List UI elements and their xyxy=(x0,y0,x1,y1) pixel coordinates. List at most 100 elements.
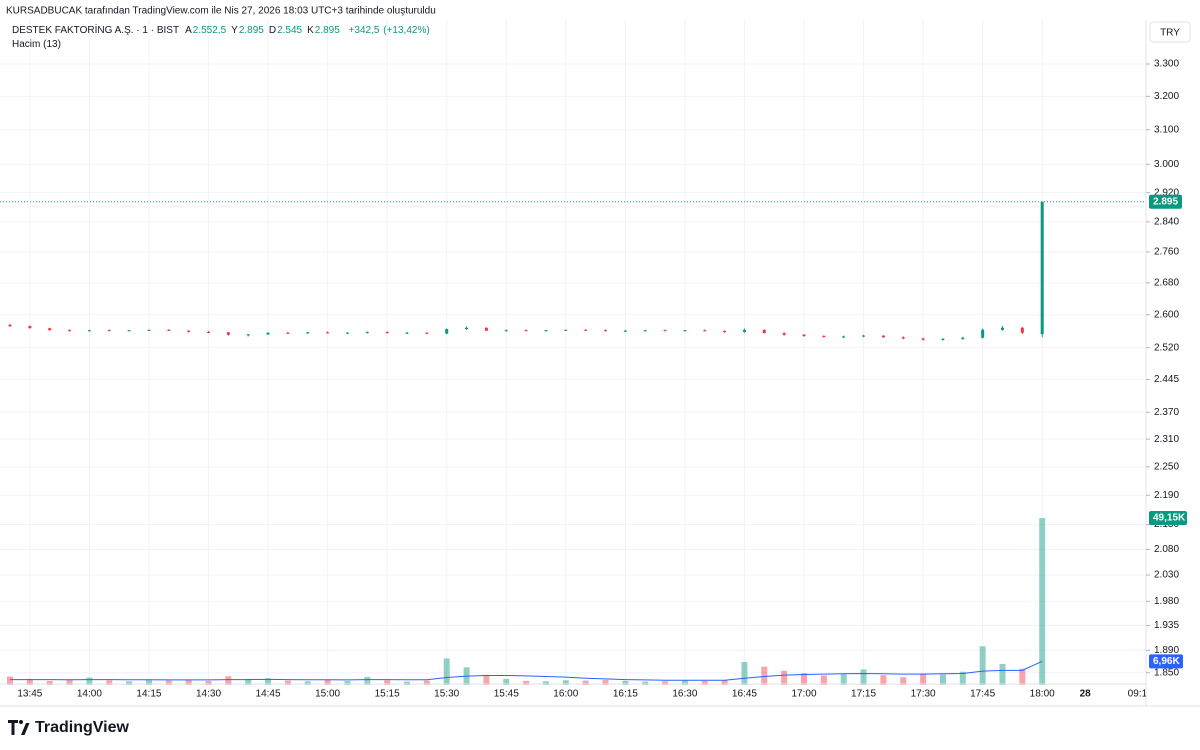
brand: TradingView xyxy=(35,719,130,736)
volume-bar xyxy=(562,680,569,685)
volume-bar xyxy=(523,680,530,685)
ohlc-key: Y xyxy=(231,25,238,36)
y-tick-label: 3.100 xyxy=(1154,124,1179,135)
candle-body xyxy=(782,333,786,335)
x-tick-label: 17:45 xyxy=(970,689,995,700)
candle-body xyxy=(266,332,270,335)
candle-body xyxy=(207,331,210,333)
x-tick-label: 16:00 xyxy=(553,689,578,700)
candle-body xyxy=(484,327,488,331)
y-tick-label: 2.680 xyxy=(1154,278,1179,289)
candle-body xyxy=(405,332,409,334)
ohlc-key: K xyxy=(307,25,314,36)
y-tick-label: 1.980 xyxy=(1154,596,1179,607)
x-tick-label: 16:15 xyxy=(613,689,638,700)
y-tick-label: 1.935 xyxy=(1154,620,1179,631)
candle-body xyxy=(147,329,151,331)
x-tick-label: 14:45 xyxy=(256,689,281,700)
candle-body xyxy=(604,330,607,332)
candle-body xyxy=(762,329,766,334)
last-price-label: 2.895 xyxy=(1153,196,1178,207)
candle-body xyxy=(802,334,806,337)
volume-bar xyxy=(284,680,291,685)
candle-body xyxy=(842,336,846,338)
x-tick-label: 18:00 xyxy=(1030,689,1055,700)
volume-bar xyxy=(721,679,728,685)
last-price-box xyxy=(1149,194,1182,209)
candle-body xyxy=(941,338,945,340)
x-tick-label: 15:00 xyxy=(315,689,340,700)
volume-bar xyxy=(1039,518,1046,685)
price-pane xyxy=(0,201,1146,341)
candle-body xyxy=(187,330,191,332)
legend: DESTEK FAKTORİNG A.Ş. · 1 · BIST A2.552,… xyxy=(12,25,431,50)
volume-bar xyxy=(979,646,986,685)
candle-body xyxy=(226,332,230,335)
x-tick-label: 28 xyxy=(1080,689,1092,700)
y-tick-label: 1.850 xyxy=(1154,667,1179,678)
volume-bar xyxy=(384,680,391,685)
ohlc-value: 2.545 xyxy=(277,25,303,36)
x-tick-label: 17:30 xyxy=(911,689,936,700)
currency[interactable]: TRY xyxy=(1160,28,1180,39)
x-tick-label: 15:15 xyxy=(375,689,400,700)
candle-body xyxy=(683,330,687,332)
change: +342,5 xyxy=(348,25,380,36)
x-tick-label: 14:00 xyxy=(77,689,102,700)
ohlc-value: 2.895 xyxy=(238,25,264,36)
candle-body xyxy=(365,331,369,333)
candle-body xyxy=(1020,327,1024,333)
symbol: DESTEK FAKTORİNG A.Ş. · 1 · BIST xyxy=(12,25,180,36)
candle-body xyxy=(326,332,330,334)
candle-body xyxy=(862,335,866,337)
volume-name: Hacim (13) xyxy=(12,39,61,50)
volume-bar xyxy=(86,677,93,685)
candle-body xyxy=(901,337,905,339)
y-tick-label: 2.030 xyxy=(1154,570,1179,581)
volume-bar xyxy=(860,669,867,685)
x-tick-label: 15:45 xyxy=(494,689,519,700)
volume-bar xyxy=(26,678,33,685)
volume-bar xyxy=(205,680,212,685)
candle-body xyxy=(822,336,826,338)
y-tick-label: 2.920 xyxy=(1154,187,1179,198)
y-tick-label: 2.600 xyxy=(1154,309,1179,320)
volume-bar xyxy=(840,674,847,685)
y-tick-label: 2.190 xyxy=(1154,490,1179,501)
candle-body xyxy=(564,329,568,331)
x-tick-label: 16:45 xyxy=(732,689,757,700)
ohlc-value: 2.895 xyxy=(314,25,340,36)
volume-bar xyxy=(900,677,907,685)
volume-bar xyxy=(761,666,768,685)
volume-ma-label: 6,96K xyxy=(1153,656,1180,667)
brand-logo xyxy=(8,720,30,735)
volume-bar xyxy=(542,681,549,685)
volume-bar xyxy=(999,663,1006,685)
ohlc-key: D xyxy=(268,25,277,36)
candle-body xyxy=(961,337,965,339)
y-tick-label: 2.445 xyxy=(1154,374,1179,385)
volume-bar xyxy=(801,673,807,685)
volume-ma-label-box xyxy=(1149,654,1183,669)
candle-body xyxy=(742,329,746,332)
y-tick-label: 3.200 xyxy=(1154,91,1179,102)
candle-body xyxy=(663,330,667,332)
volume-bar xyxy=(503,678,510,685)
volume-bar xyxy=(165,680,172,685)
volume-bar xyxy=(880,675,887,685)
candle-body xyxy=(306,332,310,334)
candle-body xyxy=(127,330,131,332)
y-tick-label: 2.520 xyxy=(1154,342,1179,353)
x-tick-label: 14:15 xyxy=(136,689,161,700)
volume-bar xyxy=(7,676,13,685)
volume-label-box xyxy=(1149,511,1187,525)
volume-bar xyxy=(939,674,946,685)
candle-body xyxy=(167,329,171,331)
candle-body xyxy=(723,331,727,333)
volume-bar xyxy=(423,680,430,685)
ohlc: A2.552,5 Y2.895 D2.545 K2.895 xyxy=(185,25,345,36)
volume-bar xyxy=(622,680,629,685)
candle-body xyxy=(643,330,647,332)
candle-body xyxy=(1040,201,1044,335)
currency-button[interactable] xyxy=(1149,21,1191,43)
